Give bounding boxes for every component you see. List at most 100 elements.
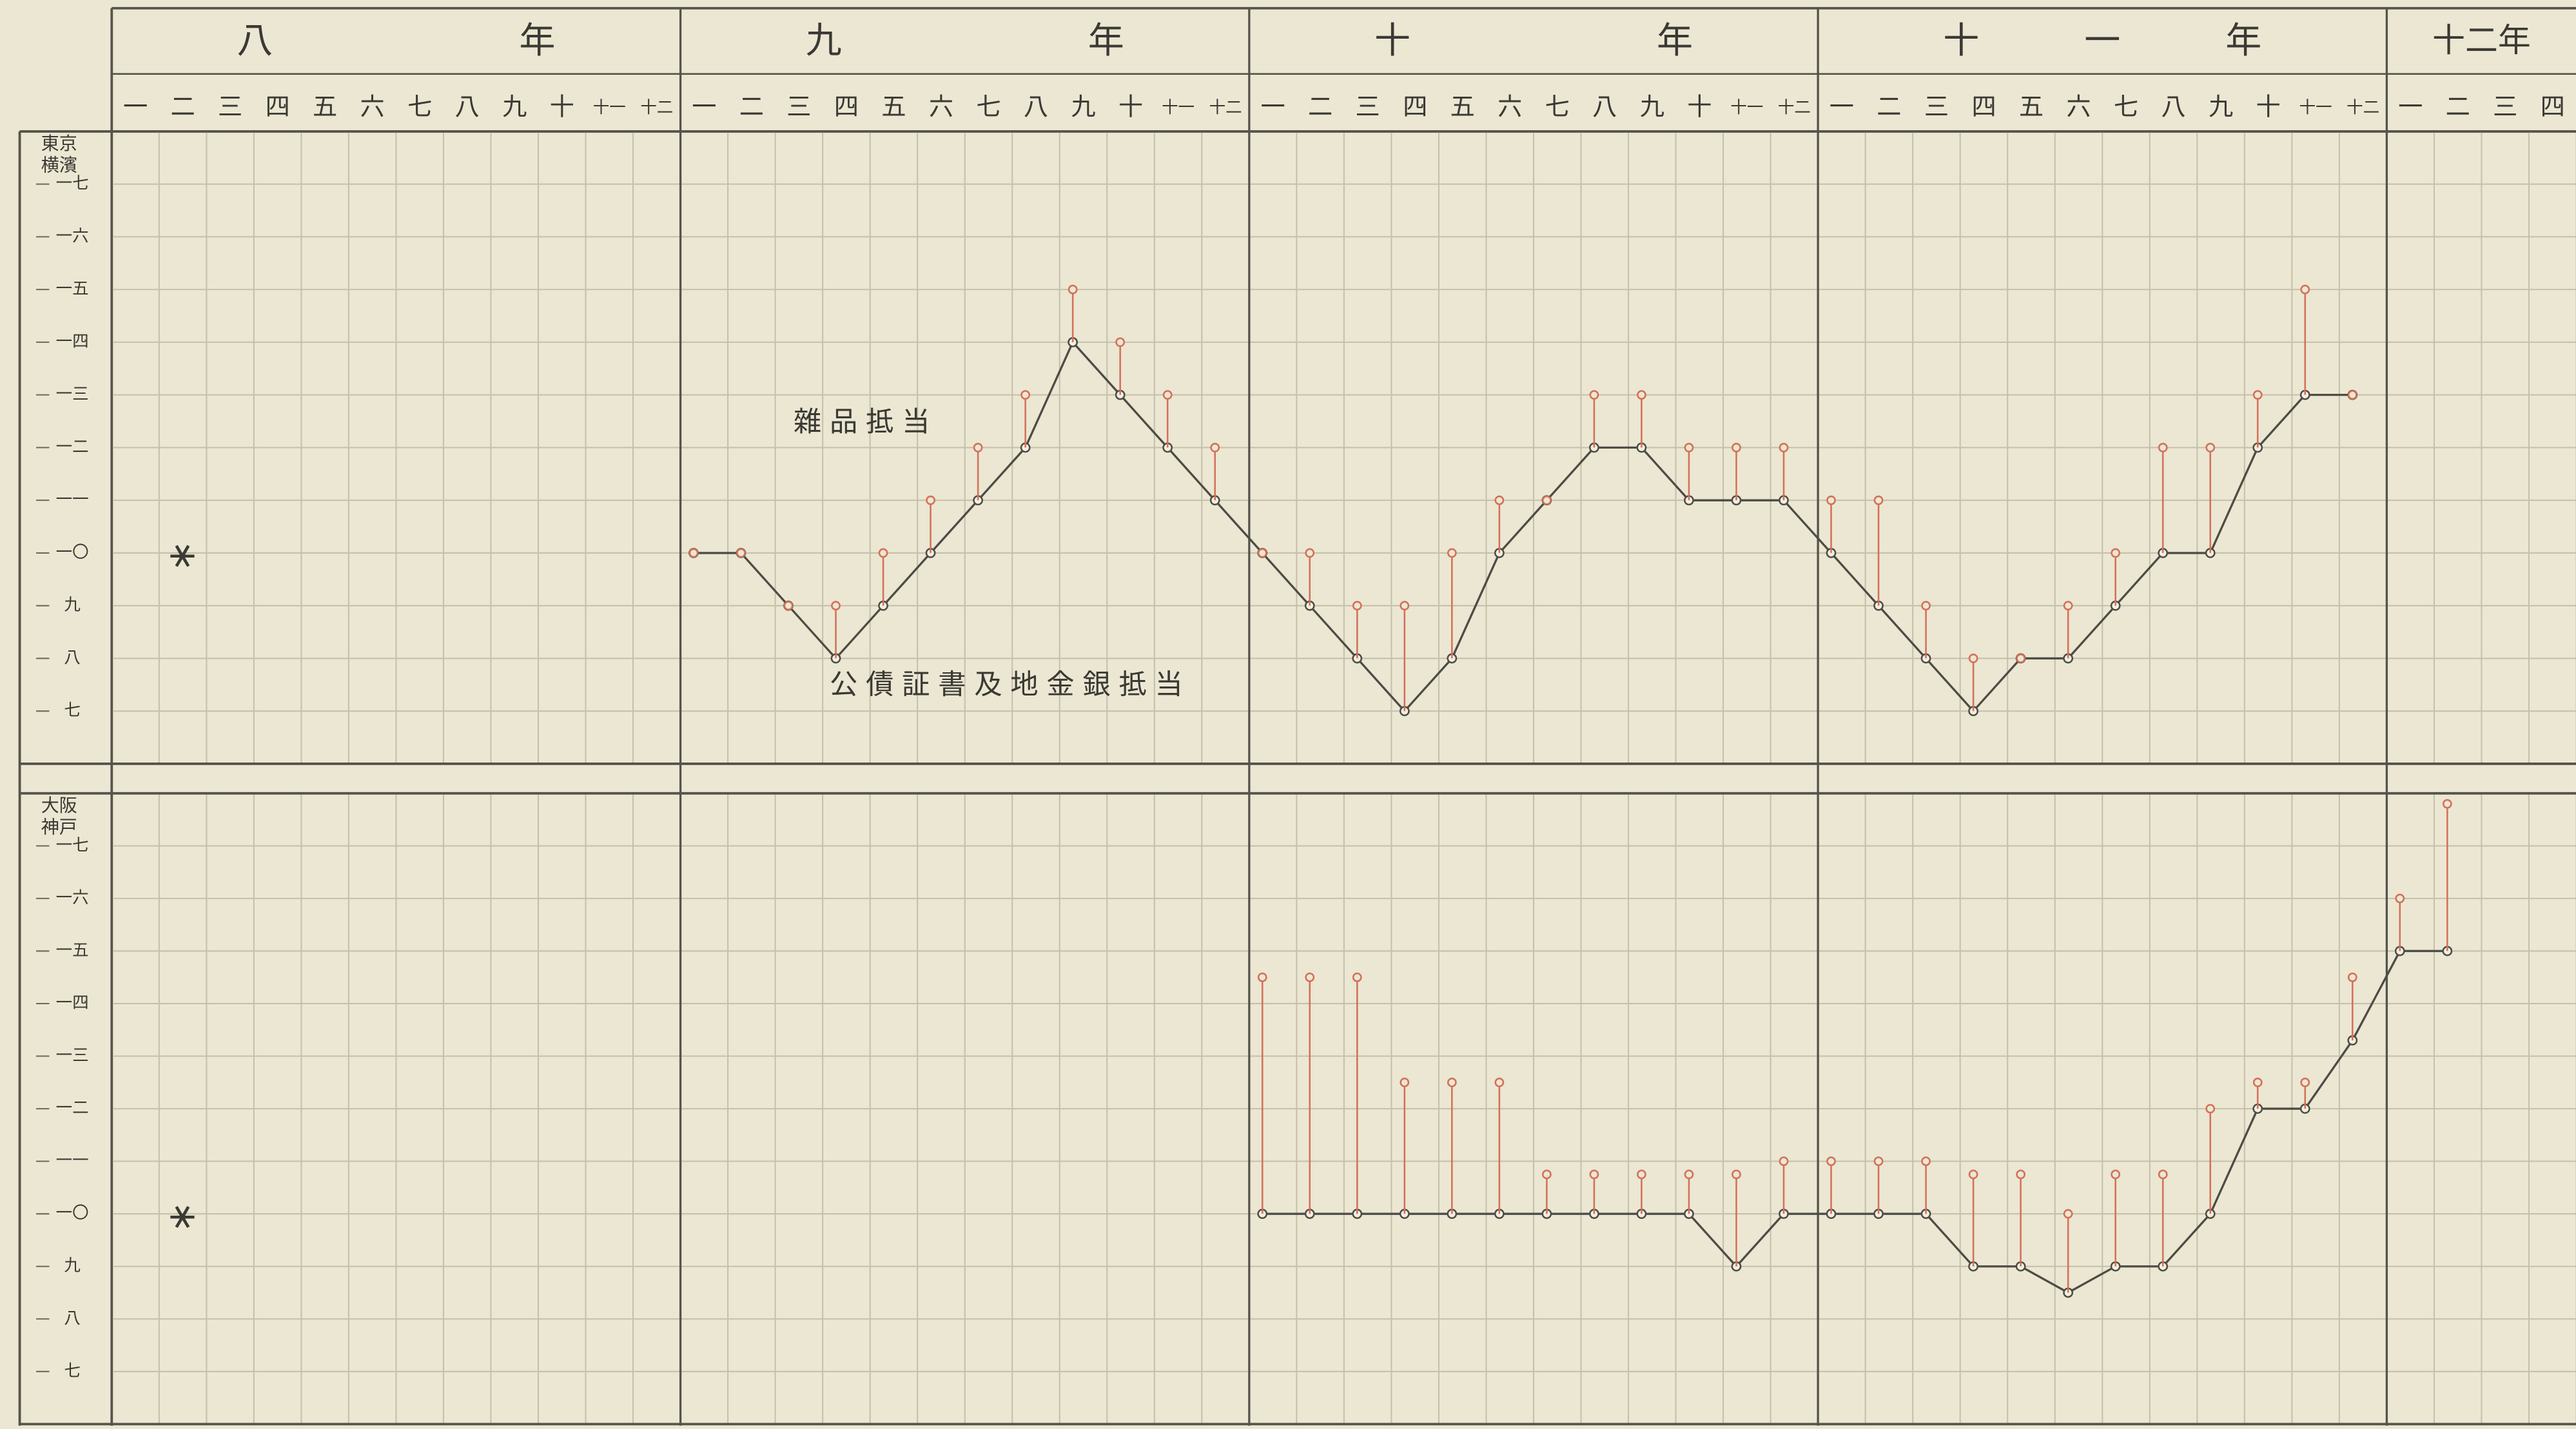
stem-point <box>1684 443 1694 452</box>
stem-point <box>2300 1077 2310 1087</box>
month-label: 八 <box>1024 93 1048 122</box>
y-tick-label: 一二 <box>56 437 89 456</box>
month-label: 十一 <box>1162 98 1195 117</box>
y-tick-label: 一七 <box>56 835 89 855</box>
month-label: 九 <box>1640 93 1664 122</box>
month-label: 六 <box>360 93 385 122</box>
series-name: 公債証書及地金銀抵当 <box>830 669 1191 701</box>
stem-point <box>1494 1077 1505 1087</box>
y-tick-label: 一七 <box>56 174 89 193</box>
stem-point <box>1162 390 1173 400</box>
stem-point <box>1732 1169 1741 1180</box>
y-tick-label: 一五 <box>56 940 89 960</box>
stem-point <box>1305 972 1315 982</box>
stem-point <box>831 601 841 611</box>
stem-point <box>926 495 935 505</box>
month-label: 九 <box>1071 93 1095 122</box>
month-label: 八 <box>2161 93 2185 122</box>
month-label: 二 <box>1308 93 1332 122</box>
stem-point <box>2442 799 2452 809</box>
month-label: 九 <box>502 93 527 122</box>
month-label: 二 <box>170 93 195 122</box>
month-label: 四 <box>834 93 859 122</box>
month-label: 八 <box>455 93 480 122</box>
stem-point <box>1352 601 1362 611</box>
stem-point <box>2252 390 2263 400</box>
stem-point <box>2111 548 2121 558</box>
month-label: 十 <box>1687 93 1712 122</box>
stem-point <box>2205 1103 2216 1114</box>
stem-point <box>1115 337 1126 347</box>
y-axis-title: 横濱 <box>41 154 77 175</box>
y-axis-title: 神戸 <box>41 816 77 837</box>
month-label: 三 <box>1356 93 1380 122</box>
stem-point <box>688 548 699 558</box>
stem-point <box>1210 443 1220 452</box>
month-label: 五 <box>881 93 906 122</box>
month-label: 五 <box>2019 93 2044 122</box>
month-label: 六 <box>929 93 953 122</box>
stem-point <box>1732 443 1741 452</box>
stem-point <box>2347 972 2357 982</box>
stem-point <box>1352 972 1362 982</box>
y-tick-label: 九 <box>64 1256 80 1276</box>
stem-point <box>1826 495 1836 505</box>
series-line <box>1262 949 2448 1294</box>
stem-point <box>2016 654 2026 663</box>
y-axis-title: 大阪 <box>41 795 77 816</box>
stem-point <box>1589 1169 1599 1180</box>
month-label: 八 <box>1592 93 1617 122</box>
stem-point <box>1684 1169 1694 1180</box>
y-axis-title: 東京 <box>41 133 77 154</box>
series-line <box>693 340 2353 713</box>
y-tick-label: 七 <box>64 701 80 720</box>
stem-point <box>736 548 746 558</box>
y-tick-label: 一四 <box>56 332 89 351</box>
stem-point <box>1400 601 1410 611</box>
stem-point <box>1257 548 1267 558</box>
month-label: 十二 <box>640 98 673 117</box>
y-tick-label: 一一 <box>56 490 89 509</box>
stem-point <box>2016 1169 2026 1180</box>
month-label: 二 <box>739 93 764 122</box>
month-label: 九 <box>2209 93 2233 122</box>
y-tick-label: 九 <box>64 596 80 615</box>
month-label: 一 <box>123 93 148 122</box>
month-label: 七 <box>976 93 1000 122</box>
stem-point <box>2063 1209 2073 1219</box>
month-label: 十二 <box>1209 98 1242 117</box>
month-label: 二 <box>1877 93 1901 122</box>
stem-point <box>2252 1077 2263 1087</box>
stem-point <box>878 548 888 558</box>
month-label: 三 <box>786 93 811 122</box>
month-label: 一 <box>1261 93 1285 122</box>
stem-point <box>2158 1169 2168 1180</box>
y-tick-label: 一〇 <box>56 1203 89 1223</box>
month-label: 七 <box>1545 93 1570 122</box>
y-tick-label: 一六 <box>56 226 89 246</box>
marker-symbol: ⚹ <box>170 1189 195 1238</box>
stem-point <box>2158 443 2168 452</box>
y-tick-label: 一四 <box>56 993 89 1013</box>
stem-point <box>2063 601 2073 611</box>
month-label: 一 <box>2398 93 2423 122</box>
stem-point <box>1400 1077 1410 1087</box>
month-label: 三 <box>2493 93 2517 122</box>
stem-point <box>1921 1156 1931 1167</box>
marker-symbol: ⚹ <box>170 527 195 577</box>
month-label: 七 <box>407 93 432 122</box>
month-label: 五 <box>313 93 337 122</box>
year-label: 十二年 <box>2432 22 2531 60</box>
month-label: 十一 <box>593 98 626 117</box>
stem-point <box>1826 1156 1836 1167</box>
stem-point <box>1779 443 1789 452</box>
month-label: 六 <box>2066 93 2091 122</box>
month-label: 十二 <box>2347 98 2379 117</box>
y-tick-label: 一三 <box>56 1046 89 1065</box>
stem-point <box>1921 601 1931 611</box>
stem-point <box>1447 1077 1457 1087</box>
y-tick-label: 一六 <box>56 888 89 908</box>
month-label: 七 <box>2114 93 2138 122</box>
